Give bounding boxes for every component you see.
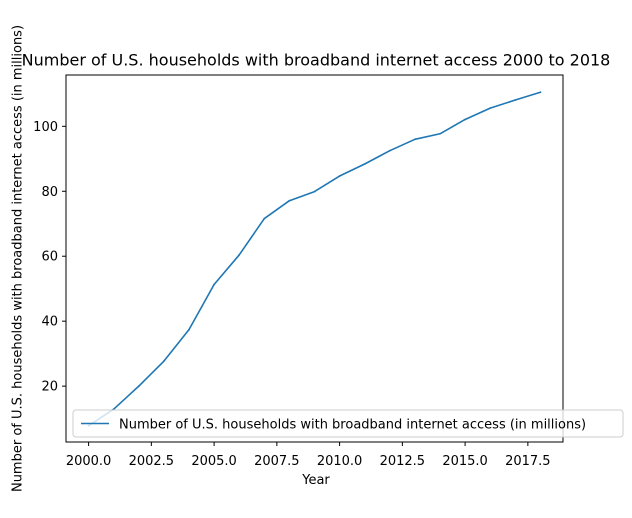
plot-area-frame <box>65 74 564 443</box>
data-point <box>188 328 190 331</box>
legend-label-broadband-households: Number of U.S. households with broadband… <box>119 418 586 433</box>
x-tick-label: 2017.5 <box>505 454 551 469</box>
x-axis-ticks: 2000.0 2002.5 2005.0 2007.5 2010.0 2012.5 2015… <box>66 442 551 469</box>
y-tick-label: 100 <box>33 120 58 135</box>
y-tick-label: 20 <box>41 380 58 395</box>
x-tick-label: 2002.5 <box>129 454 175 469</box>
data-point <box>263 217 266 220</box>
y-axis-label: Number of U.S. households with broadband… <box>11 25 26 492</box>
data-point <box>414 138 416 141</box>
data-point <box>514 99 517 101</box>
data-point <box>539 91 542 94</box>
x-tick-label: 2005.0 <box>191 454 237 469</box>
series-layer <box>87 91 542 427</box>
data-point <box>489 107 492 110</box>
data-point <box>464 118 467 121</box>
data-point <box>213 283 215 286</box>
x-axis-label: Year <box>301 473 330 488</box>
data-point <box>288 199 291 202</box>
legend-frame <box>72 409 624 438</box>
y-tick-label: 80 <box>41 185 58 200</box>
data-point <box>439 132 441 135</box>
legend: Number of U.S. households with broadband… <box>72 409 624 438</box>
x-tick-label: 2010.0 <box>317 454 363 469</box>
data-point <box>313 190 316 193</box>
data-point <box>338 175 341 177</box>
y-tick-label: 40 <box>41 315 58 330</box>
data-point <box>137 385 140 388</box>
x-tick-label: 2000.0 <box>66 454 112 469</box>
data-point <box>363 163 366 165</box>
data-point <box>162 360 165 363</box>
x-tick-label: 2015.0 <box>442 454 488 469</box>
data-point <box>388 149 391 152</box>
y-tick-label: 60 <box>41 250 58 265</box>
x-tick-label: 2007.5 <box>254 454 300 469</box>
x-tick-label: 2012.5 <box>380 454 426 469</box>
series-line-broadband-households <box>87 91 542 427</box>
y-axis-ticks: 20 40 60 80 100 <box>33 120 66 395</box>
data-point <box>238 254 241 256</box>
chart-title: Number of U.S. households with broadband… <box>22 51 611 70</box>
